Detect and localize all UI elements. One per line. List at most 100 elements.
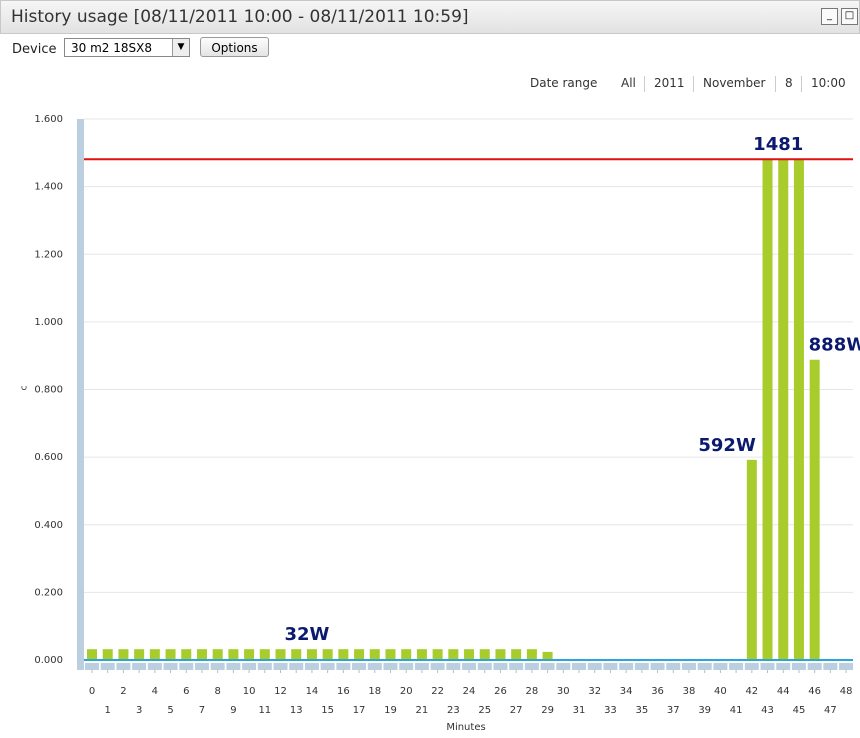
bar xyxy=(495,649,506,660)
x-tick-label: 34 xyxy=(620,686,633,697)
device-select[interactable]: 30 m2 18SX8 ▼ xyxy=(64,38,190,57)
bar xyxy=(464,649,475,660)
bar xyxy=(118,649,129,660)
dropdown-arrow: ▼ xyxy=(172,39,189,56)
separator xyxy=(775,76,776,92)
bar xyxy=(306,649,317,660)
x-tick-label: 15 xyxy=(321,705,334,716)
x-tick-label: 3 xyxy=(136,705,142,716)
date-range-item[interactable]: All xyxy=(621,76,636,90)
x-tick-label: 39 xyxy=(698,705,711,716)
axis-cell xyxy=(147,663,162,670)
window-title: History usage [08/11/2011 10:00 - 08/11/… xyxy=(11,7,469,27)
date-range-item[interactable]: 2011 xyxy=(654,76,685,90)
axis-cell xyxy=(791,663,806,670)
bar xyxy=(244,649,255,660)
x-tick-label: 8 xyxy=(214,686,220,697)
axis-cell xyxy=(399,663,414,670)
x-tick-label: 0 xyxy=(89,686,95,697)
x-tick-label: 40 xyxy=(714,686,727,697)
x-tick-label: 19 xyxy=(384,705,397,716)
axis-cell xyxy=(383,663,398,670)
axis-cell xyxy=(760,663,775,670)
x-tick-label: 41 xyxy=(730,705,743,716)
x-tick-label: 5 xyxy=(167,705,173,716)
x-tick-label: 46 xyxy=(808,686,821,697)
date-range-item[interactable]: 10:00 xyxy=(811,76,846,90)
x-tick-label: 12 xyxy=(274,686,287,697)
bar xyxy=(149,649,160,660)
bar xyxy=(401,649,412,660)
x-tick-label: 23 xyxy=(447,705,460,716)
axis-cell xyxy=(273,663,288,670)
bar xyxy=(338,649,349,660)
axis-cell xyxy=(336,663,351,670)
options-button[interactable]: Options xyxy=(200,37,269,57)
data-label: 32W xyxy=(284,624,329,645)
minimize-button[interactable]: _ xyxy=(821,8,838,25)
x-tick-label: 26 xyxy=(494,686,507,697)
axis-strip xyxy=(77,119,84,670)
axis-cell xyxy=(163,663,178,670)
bar xyxy=(809,359,820,660)
maximize-button[interactable]: □ xyxy=(841,8,858,25)
x-tick-label: 33 xyxy=(604,705,617,716)
date-range-label: Date range xyxy=(530,76,598,90)
y-tick-label: 1.000 xyxy=(34,317,63,328)
y-tick-label: 0.000 xyxy=(34,655,63,666)
title-bar: History usage [08/11/2011 10:00 - 08/11/… xyxy=(0,0,860,34)
bar xyxy=(526,649,537,660)
axis-cell xyxy=(242,663,257,670)
axis-cell xyxy=(524,663,539,670)
axis-cell xyxy=(352,663,367,670)
x-tick-label: 16 xyxy=(337,686,350,697)
y-tick-label: 0.600 xyxy=(34,452,63,463)
bar xyxy=(369,649,380,660)
bar xyxy=(778,159,789,660)
y-tick-label: 1.400 xyxy=(34,182,63,193)
bar xyxy=(511,649,522,660)
axis-cell xyxy=(367,663,382,670)
axis-cell xyxy=(289,663,304,670)
x-tick-label: 14 xyxy=(306,686,319,697)
y-axis-label: c xyxy=(20,385,30,390)
y-tick-label: 1.200 xyxy=(34,249,63,260)
date-range-item[interactable]: November xyxy=(703,76,766,90)
x-tick-label: 1 xyxy=(105,705,111,716)
axis-cell xyxy=(210,663,225,670)
bar xyxy=(181,649,192,660)
bar xyxy=(432,649,443,660)
x-tick-label: 47 xyxy=(824,705,837,716)
x-tick-label: 10 xyxy=(243,686,256,697)
bar xyxy=(762,159,773,660)
axis-cell xyxy=(666,663,681,670)
axis-cell xyxy=(446,663,461,670)
axis-cell xyxy=(572,663,587,670)
x-tick-label: 29 xyxy=(541,705,554,716)
axis-cell xyxy=(116,663,131,670)
bar xyxy=(102,649,113,660)
device-label: Device xyxy=(12,42,57,57)
axis-cell xyxy=(650,663,665,670)
x-tick-label: 45 xyxy=(793,705,806,716)
axis-cell xyxy=(132,663,147,670)
axis-cell xyxy=(462,663,477,670)
y-tick-label: 0.200 xyxy=(34,587,63,598)
x-tick-label: 22 xyxy=(431,686,444,697)
bar xyxy=(354,649,365,660)
x-tick-label: 9 xyxy=(230,705,236,716)
axis-cell xyxy=(477,663,492,670)
x-tick-label: 7 xyxy=(199,705,205,716)
separator xyxy=(644,76,645,92)
bar xyxy=(793,159,804,660)
axis-cell xyxy=(100,663,115,670)
bar xyxy=(212,649,223,660)
axis-cell xyxy=(556,663,571,670)
x-tick-label: 36 xyxy=(651,686,664,697)
axis-cell xyxy=(619,663,634,670)
axis-cell xyxy=(823,663,838,670)
axis-cell xyxy=(839,663,854,670)
date-range-item[interactable]: 8 xyxy=(785,76,793,90)
axis-cell xyxy=(320,663,335,670)
axis-cell xyxy=(634,663,649,670)
